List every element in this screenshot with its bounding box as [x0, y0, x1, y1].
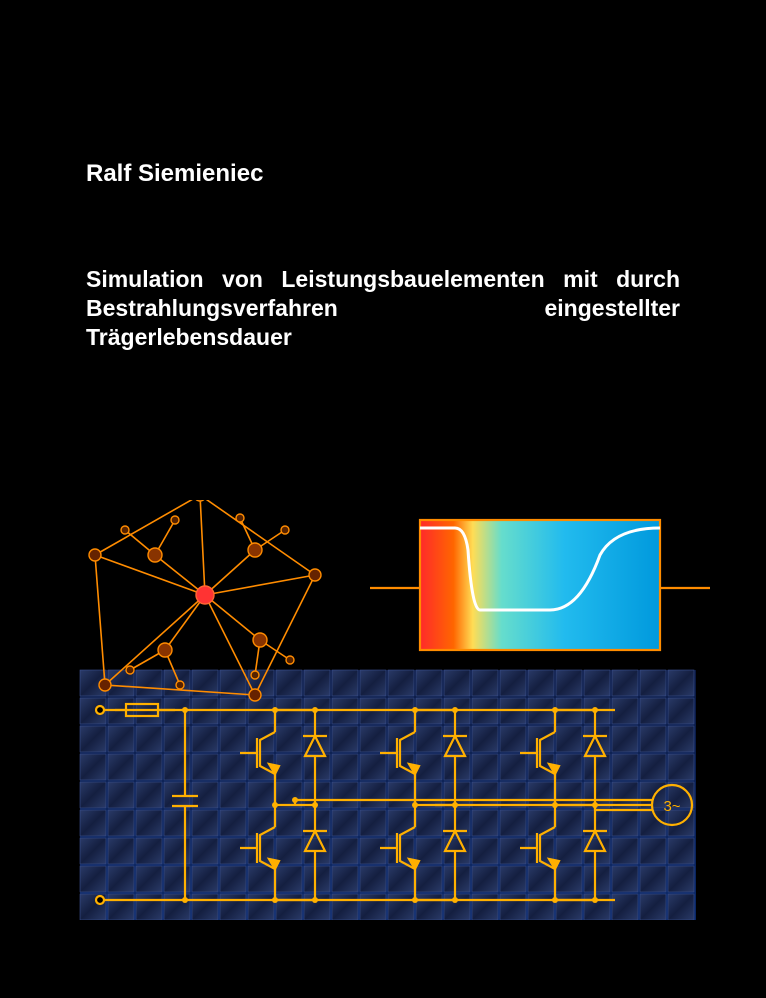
book-title: Simulation von Leistungsbauelementen mit…	[86, 265, 680, 351]
motor-label: 3~	[663, 798, 680, 815]
gradient-panel	[370, 520, 710, 650]
illustration-svg: 3~	[60, 500, 710, 920]
book-cover: Ralf Siemieniec Simulation von Leistungs…	[0, 0, 766, 998]
author-name: Ralf Siemieniec	[86, 160, 263, 188]
cover-illustration: 3~	[60, 500, 710, 920]
